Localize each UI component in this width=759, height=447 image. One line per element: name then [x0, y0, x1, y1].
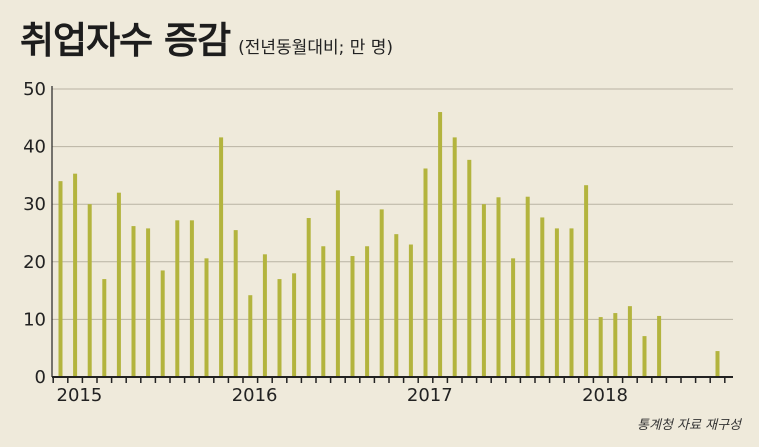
bar-2017-12	[569, 228, 574, 377]
bar-2016-08	[335, 190, 340, 377]
bar-2016-04	[277, 279, 282, 377]
bar-2015-06	[131, 226, 136, 377]
x-year-label-2015: 2015	[57, 385, 103, 406]
bar-2016-09	[350, 256, 355, 377]
bar-2018-04	[627, 306, 632, 377]
bar-2015-10	[189, 220, 194, 377]
x-year-label-2017: 2017	[407, 385, 453, 406]
bar-2017-07	[496, 197, 501, 377]
bar-2018-10	[715, 351, 720, 377]
bar-2016-07	[321, 246, 326, 377]
y-tick-label: 20	[23, 252, 46, 273]
bar-2017-04	[452, 137, 457, 377]
bar-2016-05	[292, 273, 297, 377]
x-year-label-2018: 2018	[582, 385, 628, 406]
bar-2017-09	[525, 196, 530, 377]
y-tick-label: 30	[23, 194, 46, 215]
bar-2015-01	[58, 181, 63, 377]
bar-2015-02	[73, 173, 78, 377]
y-tick-label: 40	[23, 137, 46, 158]
bar-2017-03	[438, 112, 443, 377]
bar-2017-10	[540, 217, 545, 377]
bar-2016-03	[262, 254, 267, 377]
chart-subtitle: (전년동월대비; 만 명)	[238, 38, 394, 58]
bar-2015-12	[219, 137, 224, 377]
bar-2018-02	[598, 317, 603, 377]
y-tick-label: 50	[23, 79, 46, 100]
bar-2015-07	[146, 228, 151, 377]
bar-2016-10	[365, 246, 370, 377]
bar-2015-08	[160, 270, 165, 377]
bar-2017-05	[467, 159, 472, 377]
y-tick-label: 10	[23, 309, 46, 330]
bar-2017-11	[554, 228, 559, 377]
bar-2016-06	[306, 218, 311, 377]
bar-2017-08	[511, 258, 516, 377]
bar-2015-05	[116, 192, 121, 377]
bar-2015-04	[102, 279, 107, 377]
source-note: 통계청 자료 재구성	[637, 418, 741, 433]
x-year-label-2016: 2016	[232, 385, 278, 406]
bar-2018-06	[657, 315, 662, 377]
bar-2016-11	[379, 209, 384, 377]
chart-title: 취업자수 증감	[20, 19, 231, 62]
bar-2017-06	[481, 204, 486, 377]
bar-2018-03	[613, 313, 618, 377]
bar-2015-03	[87, 204, 92, 377]
bar-2015-09	[175, 220, 180, 377]
bar-2017-01	[408, 244, 413, 377]
y-tick-label: 0	[35, 367, 46, 388]
bar-2018-05	[642, 336, 647, 377]
bar-2018-01	[584, 185, 589, 377]
bar-2017-02	[423, 168, 428, 377]
bar-2016-12	[394, 234, 399, 377]
chart-title-block: 취업자수 증감 (전년동월대비; 만 명)	[20, 10, 393, 62]
bar-2016-02	[248, 295, 253, 377]
bar-2015-11	[204, 258, 209, 377]
bar-2016-01	[233, 230, 238, 377]
